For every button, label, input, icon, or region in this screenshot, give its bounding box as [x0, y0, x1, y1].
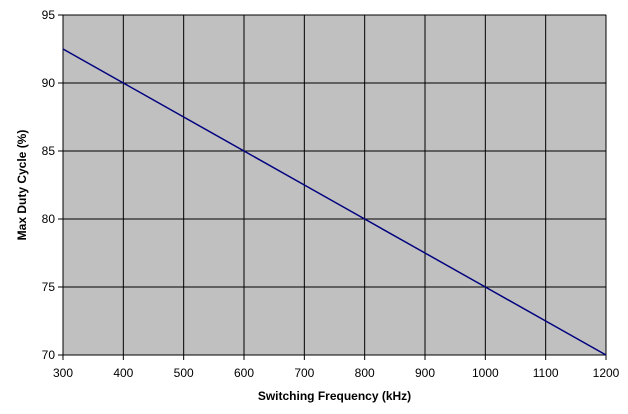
x-tick-label: 1000 [472, 366, 499, 380]
x-tick-label: 800 [355, 366, 375, 380]
plot-area [62, 14, 607, 356]
x-tick-label: 700 [294, 366, 314, 380]
x-tick-label: 900 [415, 366, 435, 380]
series-line [62, 48, 607, 356]
y-tick-labels: 70 75 80 85 90 95 [42, 8, 56, 362]
y-tick-label: 90 [42, 76, 56, 90]
y-axis-title: Max Duty Cycle (%) [15, 130, 29, 241]
y-tick-label: 70 [42, 348, 56, 362]
x-tick-label: 500 [174, 366, 194, 380]
x-axis-title: Switching Frequency (kHz) [258, 389, 411, 403]
y-tick-label: 85 [42, 144, 56, 158]
grid-lines [58, 14, 607, 360]
x-tick-label: 1100 [533, 366, 559, 380]
x-tick-labels: 300 400 500 600 700 800 900 1000 1100 1200 [53, 366, 620, 380]
y-tick-label: 80 [42, 212, 56, 226]
series-group [62, 48, 607, 356]
x-tick-label: 300 [53, 366, 73, 380]
x-tick-label: 400 [113, 366, 133, 380]
y-tick-label: 75 [42, 280, 56, 294]
x-tick-label: 600 [234, 366, 254, 380]
y-tick-label: 95 [42, 8, 56, 22]
x-tick-label: 1200 [593, 366, 620, 380]
